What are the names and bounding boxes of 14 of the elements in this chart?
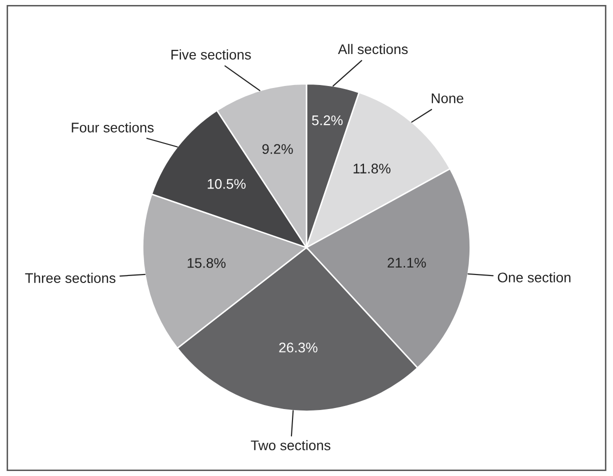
data-label: 5.2%: [312, 115, 343, 126]
data-label: 21.1%: [388, 258, 426, 268]
data-label: 10.5%: [208, 179, 246, 189]
slice-label: One section: [498, 272, 570, 282]
data-label: 11.8%: [354, 164, 390, 174]
slice-label: Four sections: [72, 122, 154, 132]
data-label: 26.3%: [279, 342, 318, 352]
slice-label: None: [432, 94, 464, 104]
slice-label: Three sections: [25, 272, 116, 284]
slice-label: Five sections: [171, 49, 251, 60]
slice-label: All sections: [338, 44, 408, 54]
slice-label: Two sections: [250, 440, 330, 450]
data-label: 15.8%: [188, 258, 226, 268]
data-label: 9.2%: [262, 144, 293, 154]
